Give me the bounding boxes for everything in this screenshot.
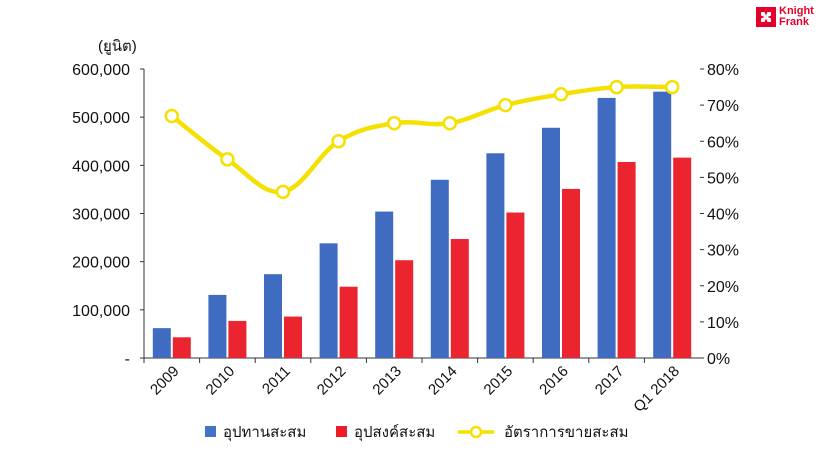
bar-demand	[228, 320, 247, 358]
bar-supply	[430, 179, 449, 358]
knight-frank-logo-icon	[756, 7, 776, 27]
line-sales-rate-point	[275, 184, 291, 200]
line-sales-rate-point	[553, 87, 569, 102]
bar-demand	[450, 239, 469, 358]
legend-supply-swatch	[205, 426, 216, 437]
bar-demand	[284, 316, 302, 358]
x-axis-tick-label: 2011	[259, 363, 294, 398]
x-axis-tick-label: 2016	[536, 363, 572, 399]
bar-demand	[673, 157, 692, 358]
x-axis-tick-label: 2010	[203, 363, 239, 399]
left-axis-tick-label: 200,000	[72, 255, 130, 272]
legend-sales-rate-label: อัตราการขายสะสม	[504, 424, 629, 441]
left-axis-tick-label: 300,000	[72, 207, 130, 224]
legend-demand-label: อุปสงค์สะสม	[354, 424, 435, 442]
line-sales-rate-point	[664, 79, 680, 95]
line-sales-rate-point	[386, 115, 402, 131]
left-axis-tick-label: -	[125, 351, 130, 368]
x-axis-tick-label: 2014	[425, 363, 461, 399]
x-axis-tick-label: 2012	[314, 363, 350, 399]
left-axis-tick-label: 100,000	[72, 303, 130, 320]
right-axis-tick-label: 0%	[707, 351, 730, 368]
left-axis-tick-label: 600,000	[72, 62, 130, 79]
bar-supply	[375, 211, 394, 358]
legend-supply-label: อุปทานสะสม	[223, 424, 306, 442]
line-sales-rate-point	[220, 152, 235, 167]
legend-demand-swatch	[336, 426, 347, 437]
bar-demand	[339, 286, 358, 358]
right-axis-tick-label: 10%	[707, 315, 739, 332]
bar-demand	[172, 337, 191, 358]
right-axis-tick-label: 70%	[707, 98, 739, 115]
legend-sales-rate-swatch-marker	[469, 425, 483, 439]
x-axis-tick-label: 2009	[147, 363, 183, 399]
x-axis-tick-label: 2017	[592, 363, 628, 399]
right-axis-tick-label: 80%	[707, 62, 739, 79]
logo-line-1: Knight	[779, 5, 814, 17]
line-sales-rate-point	[331, 134, 346, 149]
bar-demand	[617, 161, 636, 358]
logo-line-2: Frank	[779, 16, 809, 28]
bar-demand	[506, 212, 525, 358]
left-axis-tick-label: 400,000	[72, 158, 130, 175]
x-axis-tick-label: 2015	[481, 363, 517, 399]
right-axis-tick-label: 50%	[707, 170, 739, 187]
x-axis-tick-label: 2013	[369, 363, 405, 399]
left-axis-tick-label: 500,000	[72, 110, 130, 127]
bar-supply	[597, 97, 616, 359]
bar-demand	[395, 260, 414, 358]
bar-supply	[264, 274, 282, 358]
right-axis-tick-label: 20%	[707, 279, 739, 296]
line-sales-rate-point	[498, 97, 513, 113]
bar-supply	[319, 243, 338, 358]
right-axis-tick-label: 30%	[707, 243, 739, 260]
bar-supply	[152, 328, 171, 358]
bar-supply	[486, 153, 505, 358]
right-axis-tick-label: 60%	[707, 134, 739, 151]
x-axis-tick-label: Q1 2018	[630, 363, 683, 416]
line-sales-rate-point	[442, 115, 458, 131]
bar-supply	[542, 127, 560, 358]
line-sales-rate-point	[164, 108, 180, 124]
bar-supply	[653, 91, 672, 358]
right-axis-tick-label: 40%	[707, 207, 739, 224]
knight-frank-logo: Knight Frank	[756, 6, 820, 32]
left-axis-unit-label: (ยูนิต)	[98, 38, 137, 55]
line-sales-rate-point	[609, 79, 624, 95]
line-sales-rate	[170, 84, 673, 195]
bar-demand	[562, 188, 580, 358]
bar-supply	[208, 294, 227, 358]
